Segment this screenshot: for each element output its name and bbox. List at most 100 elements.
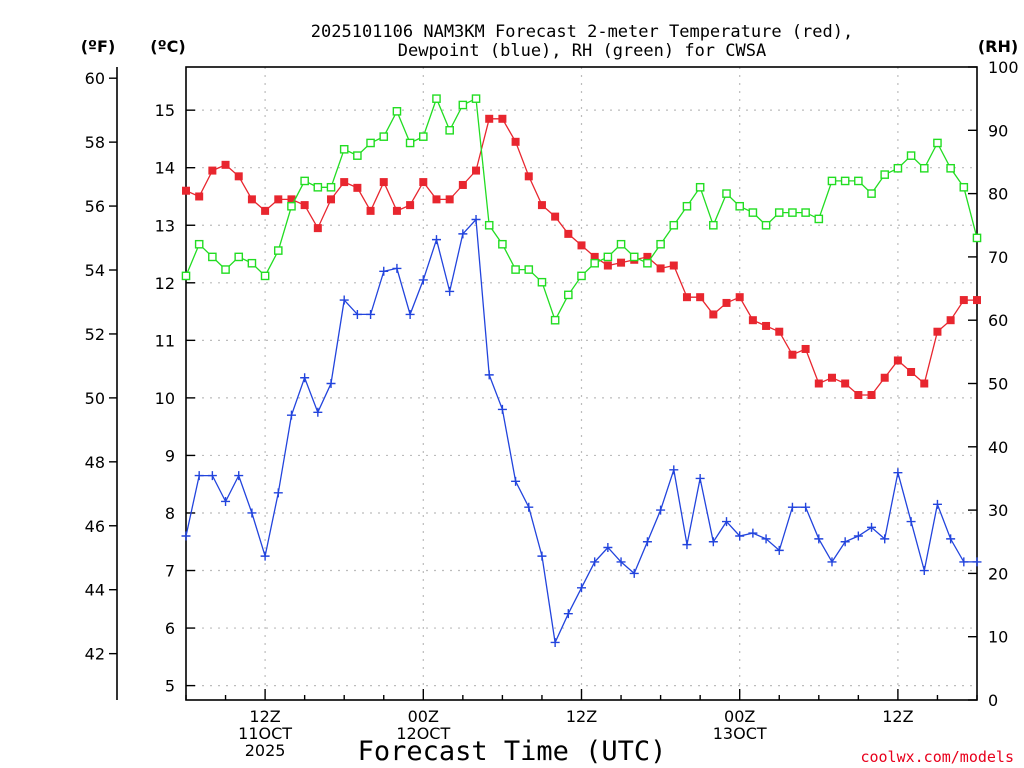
data-point [735,293,744,302]
celsius-tick-label: 10 [155,389,175,408]
celsius-tick-label: 12 [155,274,175,293]
data-point [972,233,982,243]
data-point [762,321,771,330]
data-point [932,499,942,509]
data-point [195,192,204,201]
data-point [603,543,613,553]
data-point [406,201,415,210]
rh-tick-label: 30 [988,501,1008,520]
data-point [827,557,837,567]
data-point [511,137,520,146]
fahrenheit-tick-label: 60 [85,69,105,88]
celsius-tick-label: 7 [165,562,175,581]
data-point [300,373,310,383]
data-point [339,295,349,305]
data-point [919,566,929,576]
data-point [326,182,336,192]
celsius-tick-label: 8 [165,504,175,523]
data-point [656,505,666,515]
data-point [827,373,836,382]
data-point [617,258,626,267]
data-point [497,404,507,414]
data-point [788,208,797,217]
data-point [537,551,547,561]
data-point [642,537,652,547]
data-point [287,201,296,211]
x-axis-label: Forecast Time (UTC) [358,736,667,767]
data-point [696,293,705,302]
data-point [485,114,494,123]
data-point [234,471,244,481]
data-point [419,178,428,187]
data-point [814,214,824,224]
data-point [221,160,230,169]
data-point [748,528,758,538]
data-point [867,189,876,198]
data-point [946,316,955,325]
data-point [208,166,217,175]
data-point [933,138,942,148]
data-point [511,265,520,274]
data-point [814,534,824,544]
data-point [577,241,586,250]
fahrenheit-tick-label: 46 [85,517,105,536]
rh-tick-label: 90 [988,121,1008,140]
data-point [946,163,955,173]
data-point [695,182,705,192]
rh-tick-label: 50 [988,375,1008,394]
data-point [234,252,244,262]
data-point [471,214,481,224]
data-point [761,534,771,544]
data-point [669,220,679,230]
data-point [643,258,652,268]
data-point [392,206,401,215]
data-point [880,170,890,179]
data-point [722,298,731,307]
data-point [472,166,481,175]
data-point [603,261,612,270]
data-point [814,379,823,388]
data-point [669,465,679,475]
data-point [656,264,665,273]
data-point [273,246,283,255]
data-point [498,114,507,123]
rh-tick-label: 60 [988,311,1008,330]
data-point [735,531,745,541]
data-point [273,488,283,498]
rh-tick-label: 20 [988,564,1008,583]
x-tick-label: 00Z [724,707,755,726]
data-point [933,327,942,336]
data-point [590,557,600,567]
data-point [340,178,349,187]
data-point [418,275,428,285]
rh-tick-label: 40 [988,438,1008,457]
series-open-square [181,94,982,325]
data-point [300,176,309,186]
data-point [260,271,270,281]
data-point [577,271,586,281]
data-point [801,344,810,353]
series-line [185,118,977,396]
data-point [959,557,969,567]
celsius-tick-label: 14 [155,159,175,178]
data-point [550,315,560,325]
data-point [893,163,903,173]
data-point [629,568,639,578]
data-point [247,258,257,268]
data-point [972,557,982,567]
data-point [577,583,586,593]
data-point [551,212,560,221]
grid-lines [186,67,977,700]
data-point [682,293,691,302]
data-point [339,144,349,154]
data-point [735,201,744,211]
data-point [194,471,204,481]
data-point [445,195,454,204]
data-point [445,125,454,135]
x-tick-label: 00Z [408,707,439,726]
data-point [854,176,863,186]
data-point [419,132,428,141]
chart-title-line: 2025101106 NAM3KM Forecast 2-meter Tempe… [311,22,853,42]
fahrenheit-tick-label: 48 [85,453,105,472]
